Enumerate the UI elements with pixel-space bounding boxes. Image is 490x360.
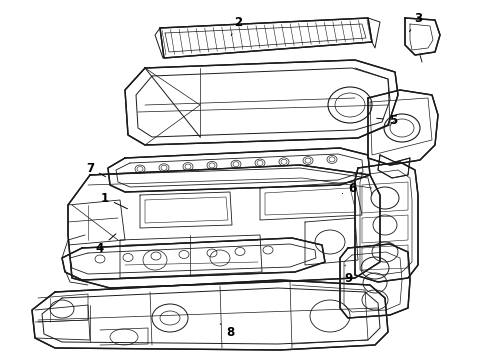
Polygon shape <box>68 165 380 288</box>
Polygon shape <box>32 280 388 350</box>
Polygon shape <box>405 18 440 55</box>
Text: 6: 6 <box>343 181 356 194</box>
Text: 3: 3 <box>410 12 422 32</box>
Text: 2: 2 <box>231 15 242 36</box>
Text: 1: 1 <box>101 192 127 209</box>
Text: 5: 5 <box>377 113 397 126</box>
Polygon shape <box>378 155 410 178</box>
Polygon shape <box>355 162 418 282</box>
Polygon shape <box>340 244 410 318</box>
Text: 9: 9 <box>344 265 352 284</box>
Polygon shape <box>368 90 438 165</box>
Text: 7: 7 <box>86 162 105 177</box>
Text: 4: 4 <box>96 234 116 255</box>
Text: 8: 8 <box>220 324 234 338</box>
Polygon shape <box>125 60 398 145</box>
Polygon shape <box>160 18 372 58</box>
Polygon shape <box>108 148 370 192</box>
Polygon shape <box>62 238 325 280</box>
